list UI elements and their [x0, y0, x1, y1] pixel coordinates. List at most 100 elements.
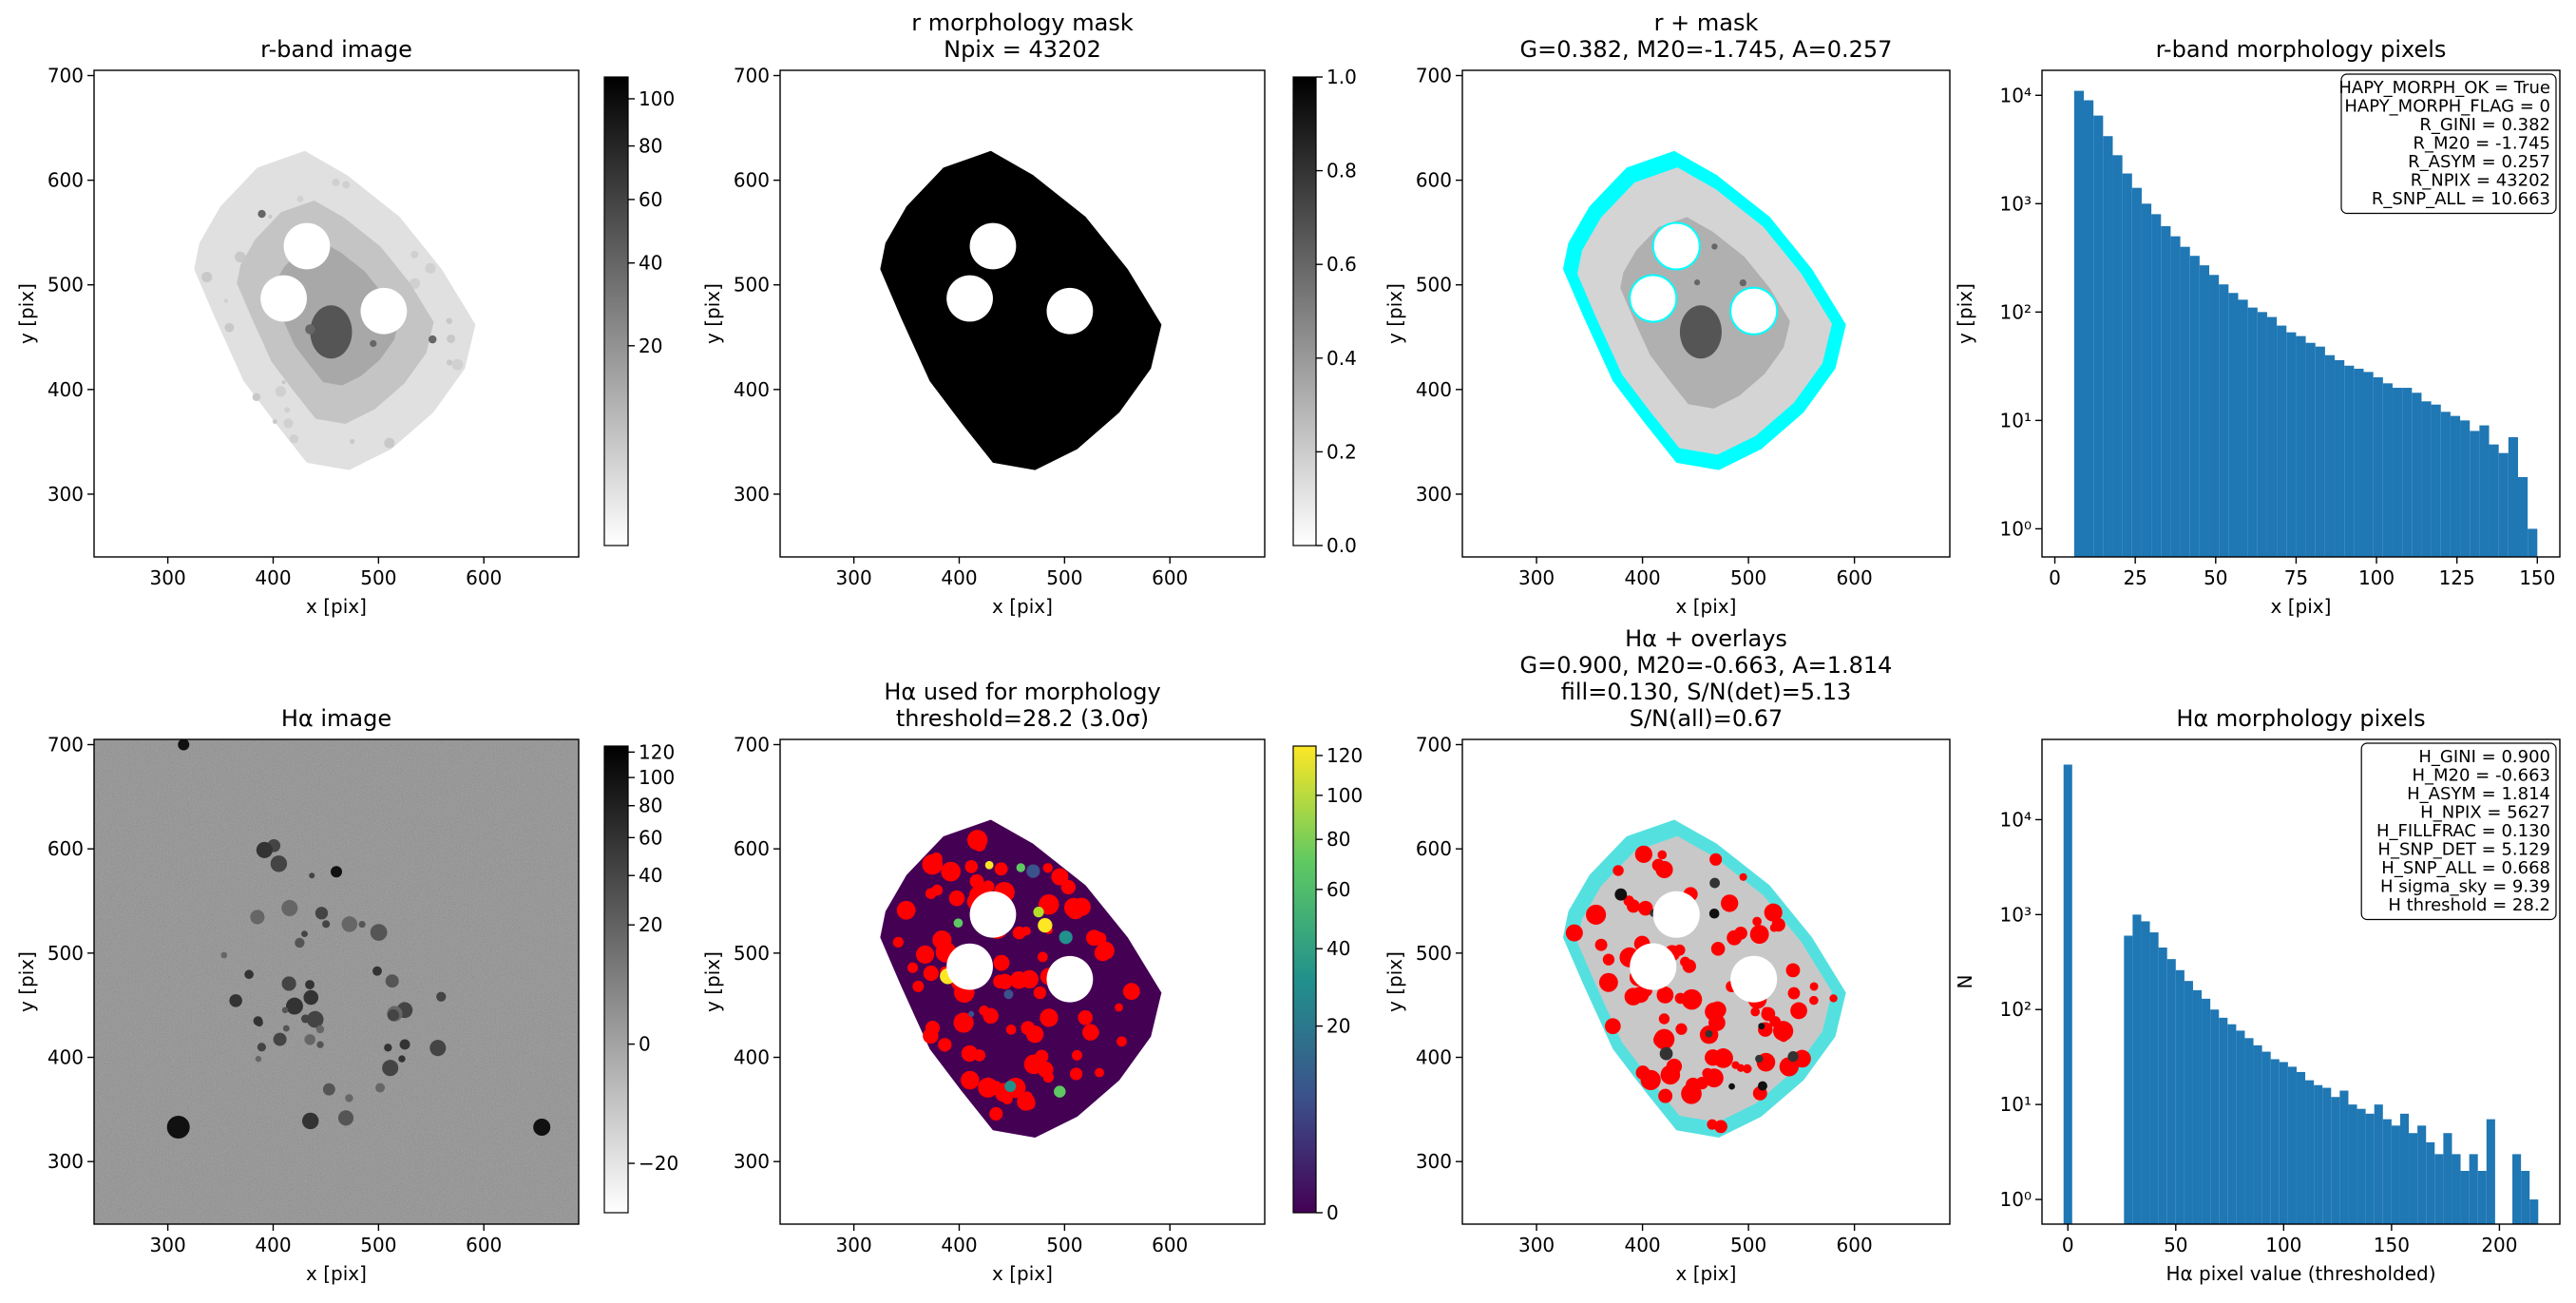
y-axis-label: y [pix] [15, 951, 38, 1012]
panel-title: r morphology mask [911, 10, 1134, 36]
bar [2266, 316, 2278, 557]
x-tick-label: 100 [2265, 1234, 2301, 1256]
feature [993, 954, 1010, 971]
feature [988, 1081, 1003, 1096]
feature [1586, 904, 1607, 925]
plot-area [880, 150, 1162, 470]
annotation: R_NPIX = 43202 [2411, 171, 2550, 191]
colorbar [1292, 76, 1317, 546]
feature [322, 1083, 335, 1096]
feature [969, 873, 984, 889]
feature [989, 1106, 1003, 1121]
bar [2470, 431, 2480, 557]
colorbar-tick-label: 100 [1326, 784, 1363, 807]
bar [2460, 1170, 2470, 1224]
feature [1598, 972, 1618, 992]
feature [1614, 888, 1628, 901]
feature [1680, 956, 1690, 968]
colorbar-tick-label: 0.0 [1326, 534, 1357, 557]
bar [2305, 342, 2316, 557]
bar [2421, 401, 2432, 557]
panel-title: Npix = 43202 [944, 36, 1101, 63]
feature [1026, 864, 1040, 878]
feature [1071, 1049, 1083, 1061]
bar [2452, 1154, 2461, 1224]
feature [281, 1006, 289, 1014]
panel-title: Hα morphology pixels [2176, 705, 2425, 732]
feature [1713, 1048, 1733, 1068]
bar [2158, 947, 2167, 1224]
feature [1040, 1008, 1059, 1027]
bar [2253, 1044, 2262, 1224]
feature [1673, 944, 1686, 956]
bar [2477, 1170, 2487, 1224]
feature [1059, 930, 1073, 945]
feature [953, 918, 964, 929]
y-tick-label: 400 [48, 378, 84, 401]
feature [961, 1070, 980, 1090]
axes-frame [1461, 738, 1951, 1225]
colorbar-tick-label: 1.0 [1326, 66, 1357, 88]
feature [1743, 1063, 1752, 1074]
y-tick-label: 500 [48, 942, 84, 965]
feature [1640, 1069, 1661, 1091]
bar [2486, 1119, 2495, 1224]
colorbar-tick-label: 120 [639, 740, 675, 763]
y-tick-label: 600 [734, 169, 770, 192]
bar [2373, 376, 2383, 557]
feature [1051, 868, 1069, 886]
panel-title: r + mask [1654, 10, 1759, 36]
feature [1709, 853, 1723, 866]
feature [385, 974, 399, 988]
feature [1033, 986, 1047, 1000]
bar [2460, 420, 2471, 557]
feature [1091, 1028, 1099, 1037]
feature [938, 1038, 952, 1052]
x-tick-label: 600 [1152, 1234, 1188, 1256]
feature [938, 947, 950, 959]
bar [2469, 1154, 2478, 1224]
feature [923, 965, 939, 982]
bar [2339, 1090, 2349, 1224]
feature [223, 298, 229, 303]
annotation-box [2360, 742, 2557, 921]
y-tick-label: 700 [734, 65, 770, 87]
axes-frame [1461, 69, 1951, 558]
masked-region [1630, 943, 1677, 990]
feature [968, 1010, 975, 1017]
feature [270, 855, 288, 872]
x-tick-label: 125 [2439, 566, 2475, 589]
x-tick-label: 400 [941, 566, 977, 589]
y-tick-label: 700 [1416, 733, 1452, 756]
bar [2296, 335, 2306, 557]
bar [2335, 359, 2345, 557]
annotation: H_GINI = 0.900 [2418, 747, 2550, 767]
feature [1739, 278, 1746, 287]
feature [923, 1027, 939, 1044]
bar [2287, 1066, 2297, 1224]
y-tick-label: 300 [734, 1150, 770, 1173]
feature [1739, 872, 1747, 881]
feature [1714, 1120, 1727, 1134]
bar [2412, 393, 2422, 557]
feature [289, 433, 299, 444]
bar [2270, 1059, 2280, 1224]
core [310, 305, 353, 359]
feature [309, 872, 315, 879]
colorbar [603, 745, 629, 1214]
bar [2399, 1113, 2410, 1224]
annotation: H sigma_sky = 9.39 [2380, 877, 2550, 897]
feature [304, 1034, 315, 1045]
feature [1711, 243, 1718, 250]
colorbar-tick-label: 20 [639, 913, 662, 936]
x-tick-label: 300 [150, 1234, 186, 1256]
x-axis-label: x [pix] [992, 1262, 1053, 1285]
bar [2528, 528, 2538, 557]
y-tick-label: 600 [734, 837, 770, 860]
feature [1037, 1061, 1054, 1078]
plot-area [1562, 150, 1846, 470]
feature [358, 920, 366, 929]
bar [2440, 412, 2451, 557]
x-axis-label: x [pix] [306, 1262, 367, 1285]
